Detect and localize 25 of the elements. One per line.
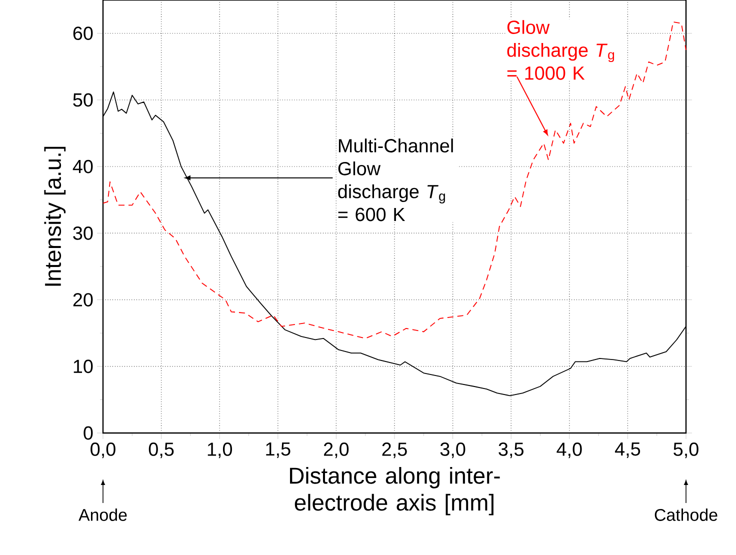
x-tick-label: 1,5 (266, 442, 290, 458)
text: Glow discharge T$_{g}$ = 1000 K (507, 20, 614, 80)
y-axis-title: Intensity [a.u.] (44, 146, 66, 286)
text: Anode (78, 508, 127, 521)
x-tick-label: 5,0 (674, 442, 698, 458)
y-tick-label: 10 (74, 360, 93, 374)
x-tick-label: 2,0 (324, 442, 349, 458)
x-tick-label: 1,0 (208, 442, 232, 458)
x-tick-label: 4,0 (556, 442, 582, 458)
x-tick-label: 3,5 (498, 442, 524, 458)
line-series (102, 22, 686, 339)
text: Multi-Channel Glow discharge T$_{g}$ = 600 K (338, 138, 453, 222)
y-tick-label: 60 (73, 26, 93, 40)
x-tick-label: 2,5 (382, 442, 407, 458)
x-tick-label: 0,0 (90, 442, 116, 458)
y-tick-label: 20 (73, 293, 93, 306)
y-tick-label: 40 (72, 160, 93, 174)
text: Cathode (654, 508, 718, 521)
y-tick-label: 50 (73, 93, 93, 107)
y-tick-label: 0 (84, 426, 93, 440)
x-tick-label: 4,5 (614, 442, 640, 458)
x-tick-label: 0,5 (148, 442, 174, 458)
y-tick-label: 30 (73, 226, 93, 240)
x-tick-label: 3,0 (440, 442, 466, 458)
x-axis-title: Distance along inter-electrode axis [mm] (290, 466, 500, 516)
